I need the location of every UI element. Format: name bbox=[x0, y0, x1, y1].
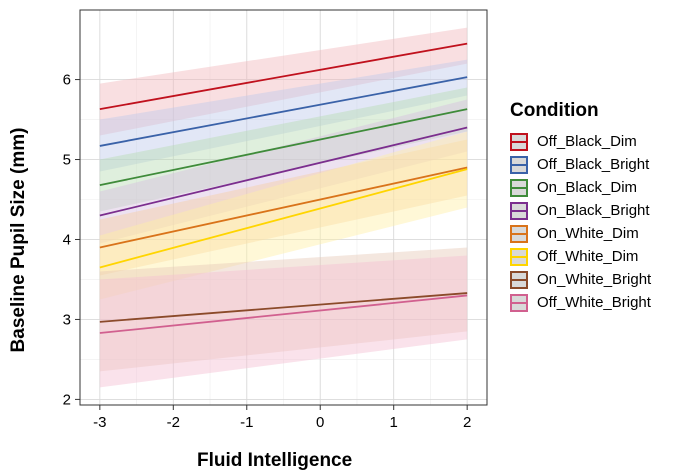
legend-item: Off_White_Bright bbox=[510, 291, 651, 314]
legend-swatch bbox=[510, 224, 528, 243]
legend-swatch-line bbox=[512, 186, 526, 189]
legend-swatch-line bbox=[512, 163, 526, 166]
legend-swatch bbox=[510, 201, 528, 220]
y-tick-label: 4 bbox=[63, 231, 71, 248]
legend-swatch-line bbox=[512, 301, 526, 304]
series-line-on-black-bright bbox=[99, 126, 468, 217]
series-line-on-white-dim bbox=[99, 166, 468, 249]
series-line-off-black-dim bbox=[99, 42, 468, 111]
legend-item: Off_White_Dim bbox=[510, 245, 651, 268]
legend-item: On_Black_Bright bbox=[510, 199, 651, 222]
legend-swatch bbox=[510, 178, 528, 197]
series-lines bbox=[99, 42, 468, 334]
legend-swatch-line bbox=[512, 255, 526, 258]
confidence-band-on-black-dim bbox=[99, 87, 468, 212]
legend: Condition Off_Black_Dim Off_Black_Bright O… bbox=[510, 100, 651, 314]
x-tick-label: -3 bbox=[93, 414, 106, 431]
legend-swatch-line bbox=[512, 209, 526, 212]
legend-swatch-line bbox=[512, 278, 526, 281]
legend-item: Off_Black_Dim bbox=[510, 130, 651, 153]
legend-title: Condition bbox=[510, 100, 599, 121]
legend-swatch bbox=[510, 270, 528, 289]
legend-label: Off_White_Dim bbox=[537, 248, 639, 265]
y-tick-label: 3 bbox=[63, 311, 71, 328]
legend-swatch-line bbox=[512, 140, 526, 143]
legend-label: On_White_Bright bbox=[537, 271, 652, 288]
legend-label: On_Black_Bright bbox=[537, 202, 650, 219]
confidence-band-off-white-dim bbox=[99, 131, 468, 300]
x-tick-label: 2 bbox=[463, 414, 471, 431]
x-tick-label: -1 bbox=[240, 414, 253, 431]
legend-swatch bbox=[510, 155, 528, 174]
series-line-off-white-dim bbox=[99, 168, 468, 269]
plot-border bbox=[79, 9, 488, 406]
legend-swatch-line bbox=[512, 232, 526, 235]
legend-swatch bbox=[510, 247, 528, 266]
legend-items: Off_Black_Dim Off_Black_Bright On_Black_Di… bbox=[510, 130, 651, 314]
legend-item: On_White_Dim bbox=[510, 222, 651, 245]
x-tick-label: -2 bbox=[167, 414, 180, 431]
y-tick-label: 5 bbox=[63, 152, 71, 169]
legend-label: On_White_Dim bbox=[537, 225, 639, 242]
series-line-on-black-dim bbox=[99, 108, 468, 186]
legend-item: On_Black_Dim bbox=[510, 176, 651, 199]
confidence-band-off-white-bright bbox=[99, 255, 468, 388]
x-axis-label: Fluid Intelligence bbox=[197, 450, 353, 471]
series-line-on-white-bright bbox=[99, 292, 468, 323]
legend-label: Off_Black_Dim bbox=[537, 133, 637, 150]
x-axis-ticks: -3 -2 -1 0 1 2 bbox=[93, 405, 471, 431]
series-line-off-white-bright bbox=[99, 294, 468, 334]
legend-label: Off_Black_Bright bbox=[537, 156, 650, 173]
legend-swatch bbox=[510, 132, 528, 151]
legend-item: Off_Black_Bright bbox=[510, 153, 651, 176]
legend-label: Off_White_Bright bbox=[537, 294, 651, 311]
y-axis-label: Baseline Pupil Size (mm) bbox=[8, 127, 29, 353]
y-tick-label: 6 bbox=[63, 72, 71, 89]
x-tick-label: 1 bbox=[390, 414, 398, 431]
major-grid bbox=[80, 10, 487, 405]
confidence-band-off-black-dim bbox=[99, 27, 468, 136]
legend-swatch bbox=[510, 293, 528, 312]
x-tick-label: 0 bbox=[316, 414, 324, 431]
series-line-off-black-bright bbox=[99, 76, 468, 147]
legend-item: On_White_Bright bbox=[510, 268, 651, 291]
confidence-band-off-black-bright bbox=[99, 59, 468, 172]
y-tick-label: 2 bbox=[63, 391, 71, 408]
legend-label: On_Black_Dim bbox=[537, 179, 638, 196]
y-axis-ticks: 2 3 4 5 6 bbox=[63, 72, 80, 408]
confidence-band-on-white-bright bbox=[99, 247, 468, 372]
